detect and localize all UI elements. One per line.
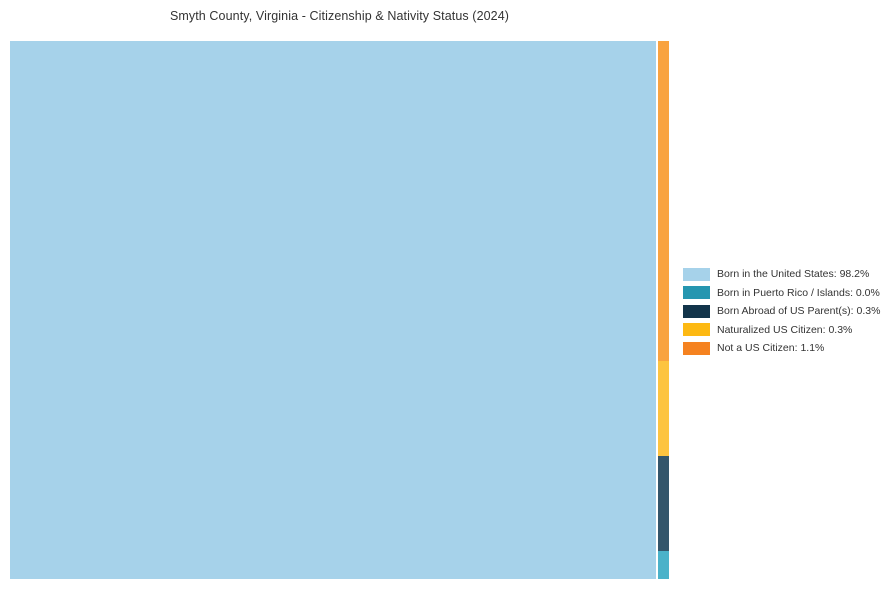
treemap-tile-not-a-us-citizen <box>658 41 669 361</box>
treemap-tile-naturalized-us-citizen <box>658 361 669 456</box>
chart-title: Smyth County, Virginia - Citizenship & N… <box>169 9 510 23</box>
treemap-tile-born-in-puerto-rico-islands <box>658 551 669 579</box>
legend-label-naturalized: Naturalized US Citizen: 0.3% <box>717 323 853 336</box>
legend-label-not-a-citizen: Not a US Citizen: 1.1% <box>717 342 825 355</box>
legend-swatch-born-abroad <box>683 304 710 318</box>
legend-label-born-in-us: Born in the United States: 98.2% <box>717 268 870 281</box>
chart-legend: Born in the United States: 98.2% Born in… <box>683 265 880 358</box>
legend-swatch-born-in-us <box>683 267 710 281</box>
legend-item-naturalized: Naturalized US Citizen: 0.3% <box>683 321 880 340</box>
legend-swatch-not-a-citizen <box>683 341 710 355</box>
legend-label-born-abroad: Born Abroad of US Parent(s): 0.3% <box>717 305 881 318</box>
legend-item-born-abroad: Born Abroad of US Parent(s): 0.3% <box>683 302 880 321</box>
legend-item-born-in-puerto-rico: Born in Puerto Rico / Islands: 0.0% <box>683 284 880 303</box>
legend-item-born-in-us: Born in the United States: 98.2% <box>683 265 880 284</box>
treemap-plot-area <box>10 41 669 579</box>
legend-swatch-naturalized <box>683 323 710 337</box>
legend-swatch-born-in-puerto-rico <box>683 286 710 300</box>
treemap-tile-born-in-us <box>10 41 656 579</box>
treemap-minor-strip <box>658 41 669 579</box>
treemap-tile-born-abroad-of-us-parents <box>658 456 669 551</box>
legend-item-not-a-citizen: Not a US Citizen: 1.1% <box>683 339 880 358</box>
legend-label-born-in-puerto-rico: Born in Puerto Rico / Islands: 0.0% <box>717 286 880 299</box>
